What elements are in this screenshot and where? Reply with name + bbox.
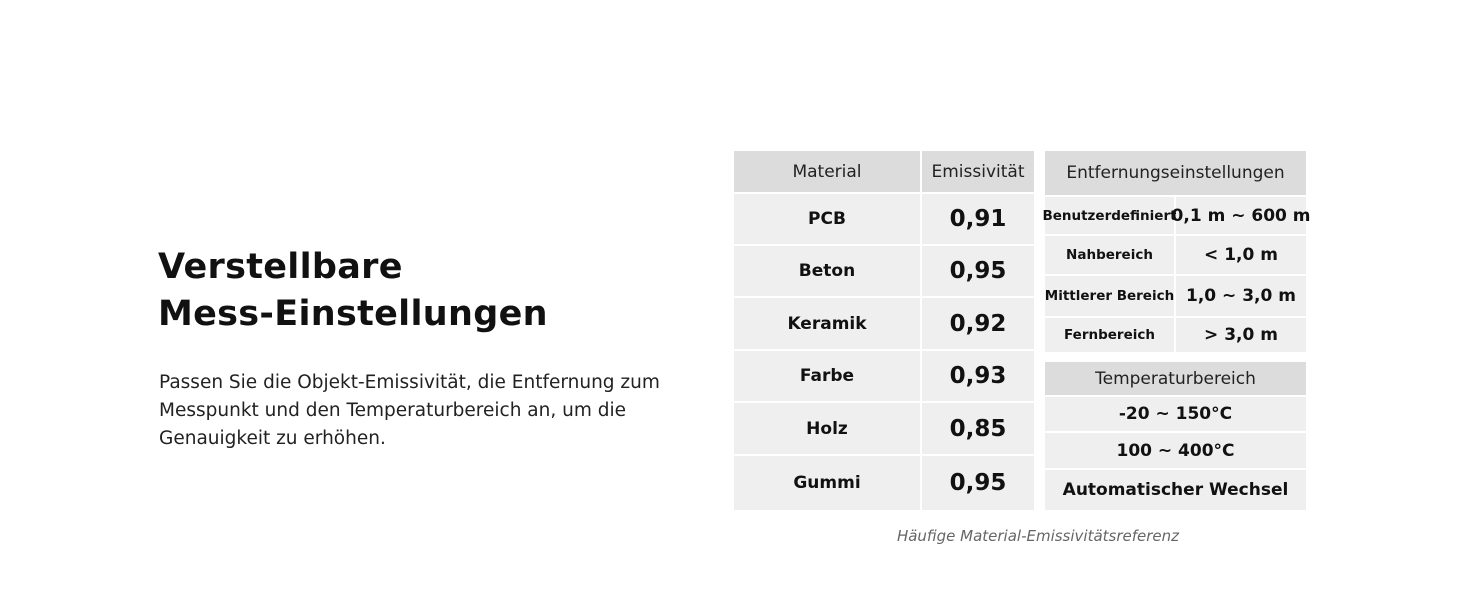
emissivity-value: 0,93 — [922, 351, 1036, 403]
distance-mode: Benutzerdefiniert — [1042, 197, 1177, 236]
emissivity-value: 0,95 — [922, 246, 1036, 298]
heading-line: Verstellbare — [158, 247, 403, 287]
distance-mode: Mittlerer Bereich — [1045, 276, 1176, 318]
emissivity-value: 0,91 — [922, 194, 1036, 246]
section-description: Passen Sie die Objekt-Emissivität, die E… — [159, 372, 660, 449]
distance-range: 0,1 m ~ 600 m — [1172, 197, 1310, 236]
section-heading: Verstellbare Mess-Einstellungen — [158, 244, 548, 338]
temperature-range: -20 ~ 150°C — [1045, 397, 1308, 433]
temperature-range: 100 ~ 400°C — [1045, 433, 1308, 470]
material-name: Holz — [734, 403, 922, 456]
heading-line: Mess-Einstellungen — [158, 294, 548, 334]
temperature-range: Automatischer Wechsel — [1045, 470, 1308, 512]
material-name: Farbe — [734, 351, 922, 403]
distance-range: > 3,0 m — [1176, 318, 1308, 354]
emissivity-value: 0,85 — [922, 403, 1036, 456]
distance-table-header: Entfernungseinstellungen — [1045, 151, 1308, 197]
material-name: Keramik — [734, 298, 922, 351]
material-name: Beton — [734, 246, 922, 298]
emissivity-value: 0,92 — [922, 298, 1036, 351]
material-name: Gummi — [734, 456, 922, 512]
column-header-material: Material — [734, 151, 922, 194]
distance-mode: Fernbereich — [1045, 318, 1176, 354]
distance-mode: Nahbereich — [1045, 236, 1176, 276]
temperature-table-header: Temperaturbereich — [1045, 362, 1308, 397]
material-name: PCB — [734, 194, 922, 246]
column-header-emissivity: Emissivität — [922, 151, 1036, 194]
distance-range: 1,0 ~ 3,0 m — [1176, 276, 1308, 318]
distance-range: < 1,0 m — [1176, 236, 1308, 276]
table-caption: Häufige Material-Emissivitätsreferenz — [896, 527, 1180, 545]
emissivity-value: 0,95 — [922, 456, 1036, 512]
